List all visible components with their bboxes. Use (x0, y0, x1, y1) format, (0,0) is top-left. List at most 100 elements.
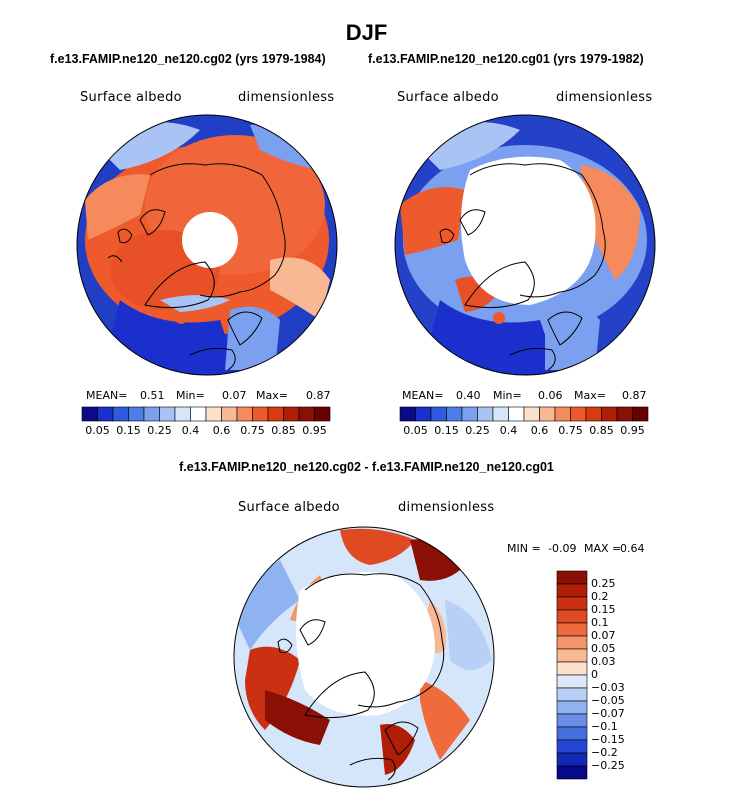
panel1-colorbar-swatch (143, 406, 160, 422)
panel2-colorbar-swatch (492, 406, 509, 422)
panel1-colorbar-swatch (81, 406, 98, 422)
panel3-colorbar-tick-label: 0.15 (591, 603, 616, 616)
panel1-mean-value: 0.51 (140, 389, 165, 402)
panel2-colorbar-swatch (632, 406, 649, 422)
panel2-colorbar-tick-label: 0.75 (558, 424, 583, 437)
panel3-colorbar-swatch (556, 635, 588, 650)
panel2-colorbar-swatch (601, 406, 618, 422)
panel1-colorbar-swatch (236, 406, 253, 422)
panel3-colorbar-tick-label: 0.05 (591, 642, 616, 655)
panel2-colorbar-tick-label: 0.25 (465, 424, 490, 437)
panel2-max-value: 0.87 (622, 389, 647, 402)
panel3-colorbar-tick-label: −0.15 (591, 733, 625, 746)
panel3-colorbar-swatch (556, 583, 588, 598)
panel1-colorbar-swatch (205, 406, 222, 422)
panel3-colorbar-tick-label: 0.1 (591, 616, 609, 629)
panel3-units-label: dimensionless (398, 500, 495, 515)
panel3-colorbar (556, 570, 588, 780)
panel1-max-label: Max= (256, 389, 288, 402)
panel3-colorbar-swatch (556, 752, 588, 767)
panel3-colorbar-swatch (556, 570, 588, 585)
panel1-colorbar-swatch (314, 406, 331, 422)
panel1-min-label: Min= (176, 389, 205, 402)
panel3-colorbar-tick-label: 0 (591, 668, 598, 681)
panel3-colorbar-tick-label: −0.03 (591, 681, 625, 694)
panel1-colorbar-swatch (252, 406, 269, 422)
panel3-colorbar-tick-label: 0.25 (591, 577, 616, 590)
panel1-max-value: 0.87 (306, 389, 331, 402)
panel3-colorbar-swatch (556, 739, 588, 754)
panel1-map (77, 115, 337, 375)
panel1-units-label: dimensionless (238, 90, 335, 105)
panel1-colorbar-swatch (174, 406, 191, 422)
panel3-colorbar-swatch (556, 765, 588, 780)
panel1-min-value: 0.07 (222, 389, 247, 402)
panel2-colorbar-tick-label: 0.85 (589, 424, 614, 437)
figure-title: DJF (345, 20, 388, 45)
panel3-colorbar-swatch (556, 713, 588, 728)
panel1-colorbar-swatch (298, 406, 315, 422)
panel3-max-value: 0.64 (620, 542, 645, 555)
panel1-mean-label: MEAN= (86, 389, 128, 402)
panel3-colorbar-swatch (556, 661, 588, 676)
panel2-colorbar-swatch (477, 406, 494, 422)
panel3-colorbar-swatch (556, 596, 588, 611)
panel3-colorbar-tick-label: 0.07 (591, 629, 616, 642)
panel2-min-label: Min= (493, 389, 522, 402)
panel2-mean-value: 0.40 (456, 389, 481, 402)
panel2-colorbar-swatch (430, 406, 447, 422)
panel3-colorbar-tick-label: −0.07 (591, 707, 625, 720)
panel3-colorbar-swatch (556, 726, 588, 741)
panel2-map (395, 115, 655, 375)
panel3-colorbar-tick-label: −0.1 (591, 720, 618, 733)
panel3-variable-label: Surface albedo (238, 500, 340, 515)
panel2-colorbar-swatch (570, 406, 587, 422)
panel1-colorbar-swatch (267, 406, 284, 422)
difference-title: f.e13.FAMIP.ne120_ne120.cg02 - f.e13.FAM… (179, 460, 554, 474)
panel2-colorbar-tick-label: 0.15 (434, 424, 459, 437)
subtitle-right: f.e13.FAMIP.ne120_ne120.cg01 (yrs 1979-1… (368, 52, 644, 66)
panel3-min-value: -0.09 (548, 542, 577, 555)
panel2-colorbar-swatch (523, 406, 540, 422)
panel1-colorbar-swatch (112, 406, 129, 422)
panel2-colorbar-swatch (616, 406, 633, 422)
panel1-colorbar-swatch (283, 406, 300, 422)
subtitle-left: f.e13.FAMIP.ne120_ne120.cg02 (yrs 1979-1… (50, 52, 326, 66)
panel3-colorbar-swatch (556, 648, 588, 663)
panel1-colorbar-tick-label: 0.15 (116, 424, 141, 437)
panel3-colorbar-swatch (556, 622, 588, 637)
panel1-colorbar-tick-label: 0.95 (302, 424, 327, 437)
panel3-colorbar-tick-label: −0.25 (591, 759, 625, 772)
panel2-colorbar-tick-label: 0.4 (499, 424, 518, 437)
panel2-min-value: 0.06 (538, 389, 563, 402)
panel3-colorbar-swatch (556, 674, 588, 689)
panel2-units-label: dimensionless (556, 90, 653, 105)
panel2-colorbar-swatch (554, 406, 571, 422)
panel2-colorbar-tick-label: 0.6 (530, 424, 549, 437)
panel1-variable-label: Surface albedo (80, 90, 182, 105)
panel2-colorbar-swatch (415, 406, 432, 422)
panel2-mean-label: MEAN= (402, 389, 444, 402)
panel3-colorbar-tick-label: 0.2 (591, 590, 609, 603)
panel2-colorbar-swatch (585, 406, 602, 422)
panel1-colorbar-swatch (190, 406, 207, 422)
panel1-colorbar-swatch (128, 406, 145, 422)
panel1-colorbar-tick-label: 0.05 (85, 424, 110, 437)
panel3-colorbar-swatch (556, 687, 588, 702)
panel1-colorbar-swatch (221, 406, 238, 422)
panel2-colorbar-swatch (539, 406, 556, 422)
panel2-variable-label: Surface albedo (397, 90, 499, 105)
panel2-map-border (394, 114, 656, 376)
panel3-min-label: MIN = (507, 542, 541, 555)
panel1-colorbar-swatch (159, 406, 176, 422)
panel2-colorbar-swatch (446, 406, 463, 422)
panel3-colorbar-swatch (556, 700, 588, 715)
panel1-colorbar (81, 406, 331, 422)
panel2-colorbar-swatch (461, 406, 478, 422)
panel1-colorbar-tick-label: 0.25 (147, 424, 172, 437)
panel1-map-border (76, 114, 338, 376)
panel3-max-label: MAX = (584, 542, 622, 555)
panel1-colorbar-tick-label: 0.85 (271, 424, 296, 437)
panel2-max-label: Max= (574, 389, 606, 402)
